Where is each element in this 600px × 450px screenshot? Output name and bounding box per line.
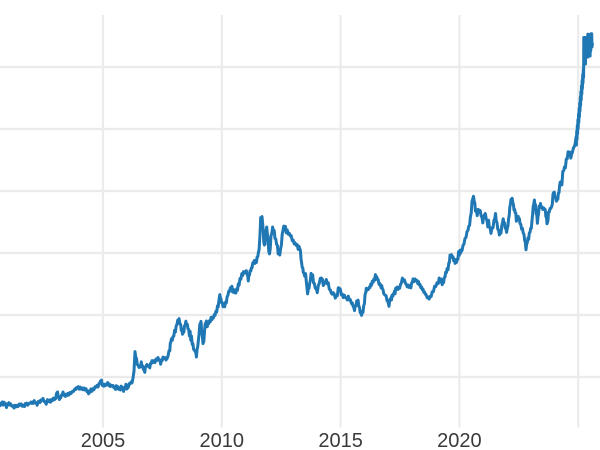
svg-text:2010: 2010 [200,430,245,450]
svg-text:2005: 2005 [81,430,126,450]
svg-text:2015: 2015 [318,430,363,450]
svg-text:2020: 2020 [437,430,482,450]
